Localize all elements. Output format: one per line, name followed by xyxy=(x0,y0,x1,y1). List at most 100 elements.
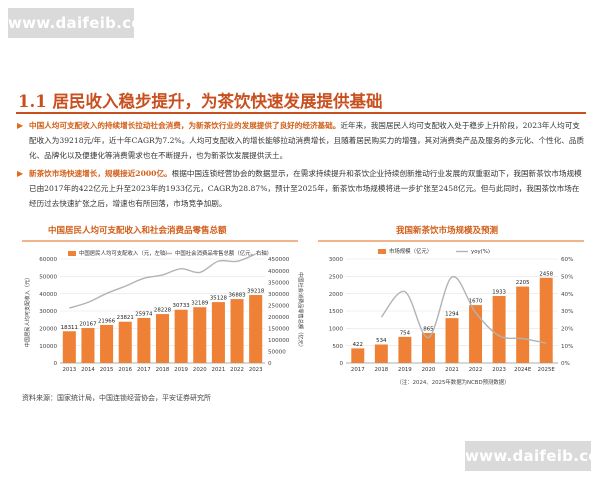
bar-value-label: 1670 xyxy=(469,299,483,305)
bullet-highlight: 中国人均可支配收入的持续增长拉动社会消费，为新茶饮行业的发展提供了良好的经济基础… xyxy=(29,121,341,130)
bar xyxy=(421,333,435,363)
x-tick-label: 2016 xyxy=(118,367,132,373)
legend-label: yoy(%) xyxy=(471,249,490,255)
series-line xyxy=(380,276,547,344)
x-tick-label: 2019 xyxy=(398,367,412,373)
x-tick-label: 2015 xyxy=(100,367,114,373)
bar xyxy=(249,295,263,363)
y-tick-label: 10000 xyxy=(39,344,57,350)
x-tick-label: 2023 xyxy=(249,367,263,373)
y-axis-label: 中国居民人均可支配收入（元） xyxy=(23,275,31,348)
bar-value-label: 28228 xyxy=(154,308,172,314)
x-tick-label: 2020 xyxy=(193,367,207,373)
bar xyxy=(469,305,483,363)
source-note: 资料来源：国家统计局，中国连锁经营协会，平安证券研究所 xyxy=(22,394,211,402)
bar-value-label: 2458 xyxy=(539,271,553,277)
bar xyxy=(230,299,244,363)
bar-value-label: 1294 xyxy=(445,312,459,318)
legend-label: 中国居民人均可支配收入（元，左轴） xyxy=(79,249,171,257)
legend-label: 市场规模（亿元） xyxy=(389,247,432,255)
y-tick-label: 2000 xyxy=(329,292,344,298)
y-tick-label: 3000 xyxy=(329,257,344,263)
bar-value-label: 36883 xyxy=(228,293,245,299)
bar-value-label: 18311 xyxy=(61,325,78,331)
bullet-item: ▶ 中国人均可支配收入的持续增长拉动社会消费，为新茶饮行业的发展提供了良好的经济… xyxy=(16,118,586,164)
bar-value-label: 1933 xyxy=(492,289,506,295)
y-right-tick-label: 30% xyxy=(561,309,573,315)
bar-value-label: 534 xyxy=(376,338,387,344)
bar xyxy=(492,295,506,363)
x-tick-label: 2018 xyxy=(374,367,388,373)
bar xyxy=(374,344,388,363)
chart-note: （注：2024、2025年数据为NCBD预测数据） xyxy=(396,378,509,386)
bar xyxy=(193,307,207,363)
income-chart: 0 10000 20000 30000 40000 50000 60000 0 50000 100… xyxy=(23,249,304,373)
x-tick-label: 2014 xyxy=(81,367,95,373)
bar-value-label: 25974 xyxy=(135,311,153,317)
bar-value-label: 23821 xyxy=(117,315,134,321)
bar xyxy=(100,324,114,363)
y-right-tick-label: 300000 xyxy=(268,292,290,298)
legend-swatch-bar xyxy=(378,249,386,254)
bar-value-label: 32189 xyxy=(191,301,209,307)
y-tick-label: 60000 xyxy=(39,257,57,263)
x-tick-label: 2025E xyxy=(538,367,556,373)
tea-market-chart: 0 500 1000 1500 2000 2500 3000 0% 10% 20% 30% 40% 50… xyxy=(329,247,574,386)
y-right-axis-label: 中国社会消费品零售总额（亿元） xyxy=(297,272,304,350)
y-right-tick-label: 150000 xyxy=(268,327,290,333)
y-right-tick-label: 0% xyxy=(561,361,570,367)
bullet-highlight: 新茶饮市场快速增长，规模接近2000亿。 xyxy=(29,168,172,178)
chart-title-rule xyxy=(318,240,584,242)
bar xyxy=(155,314,170,363)
y-tick-label: 1500 xyxy=(329,309,344,315)
x-tick-label: 2013 xyxy=(62,367,76,373)
chart-title-tea: 我国新茶饮市场规模及预测 xyxy=(396,226,499,236)
y-right-tick-label: 60% xyxy=(561,257,573,263)
watermark-bottom[interactable]: www.daifeib.com xyxy=(465,441,600,471)
bar xyxy=(137,317,151,363)
watermark-top[interactable]: www.daifeib.com xyxy=(8,8,158,38)
y-right-tick-label: 100000 xyxy=(268,338,290,344)
y-right-tick-label: 250000 xyxy=(268,303,290,309)
bar-value-label: 35128 xyxy=(210,296,228,302)
y-right-tick-label: 350000 xyxy=(268,280,290,286)
y-right-tick-label: 0 xyxy=(268,361,272,367)
bar xyxy=(174,309,188,363)
bar xyxy=(539,277,553,363)
y-tick-label: 0 xyxy=(339,361,343,367)
bar-value-label: 754 xyxy=(400,330,411,336)
y-tick-label: 30000 xyxy=(39,309,57,315)
legend-swatch-bar xyxy=(68,251,76,256)
bullet-item: ▶ 新茶饮市场快速增长，规模接近2000亿。根据中国连锁经营协会的数据显示，在需… xyxy=(16,166,586,212)
x-tick-label: 2017 xyxy=(137,367,151,373)
y-tick-label: 1000 xyxy=(329,327,344,333)
y-right-tick-label: 200000 xyxy=(268,315,290,321)
bar xyxy=(445,318,459,363)
x-tick-label: 2023 xyxy=(492,367,506,373)
y-right-tick-label: 50% xyxy=(561,275,573,281)
x-tick-label: 2017 xyxy=(351,367,365,373)
bar-value-label: 865 xyxy=(423,327,433,333)
chart-title-income: 中国居民人均可支配收入和社会消费品零售总额 xyxy=(48,226,227,236)
bullet-arrow-icon: ▶ xyxy=(17,121,24,130)
bullet-arrow-icon: ▶ xyxy=(17,168,24,178)
y-right-tick-label: 400000 xyxy=(268,269,290,275)
x-tick-label: 2022 xyxy=(469,367,483,373)
bullet-text: 根据中国连锁经营协会的数据显示，在需求持续提升和茶饮企业持续创新推动行业发展的双… xyxy=(29,168,582,209)
chart-title-rule xyxy=(22,240,298,242)
x-tick-label: 2022 xyxy=(230,367,244,373)
bar xyxy=(62,331,76,363)
y-right-tick-label: 10% xyxy=(561,344,573,350)
bar-value-label: 20167 xyxy=(79,322,96,328)
x-tick-label: 2024E xyxy=(514,367,532,373)
y-right-tick-label: 40% xyxy=(561,292,573,298)
legend-label: 中国社会消费品零售总额（亿元，右轴） xyxy=(175,249,272,257)
bar xyxy=(351,348,365,363)
bullet-list: ▶ 中国人均可支配收入的持续增长拉动社会消费，为新茶饮行业的发展提供了良好的经济… xyxy=(16,118,586,213)
y-tick-label: 0 xyxy=(53,361,57,367)
series-line xyxy=(69,253,256,309)
x-tick-label: 2021 xyxy=(445,367,459,373)
x-tick-label: 2018 xyxy=(156,367,170,373)
y-tick-label: 500 xyxy=(332,344,343,350)
